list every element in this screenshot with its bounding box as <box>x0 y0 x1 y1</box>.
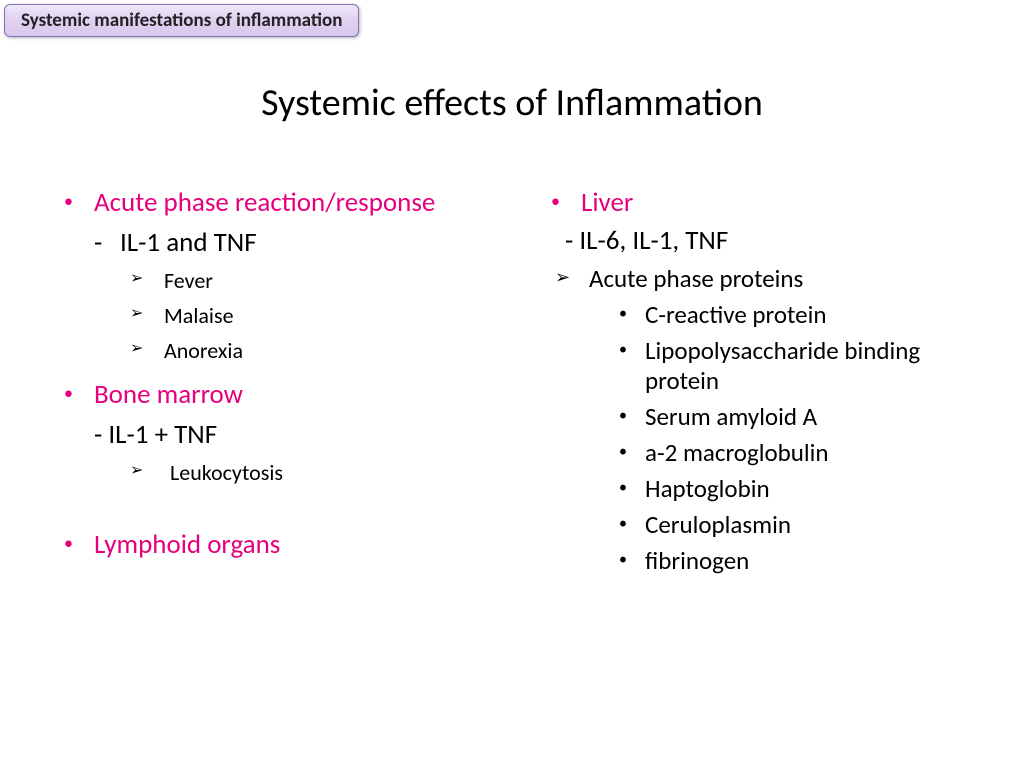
chevron-right-icon: ➢ <box>130 302 164 329</box>
bullet-liver: • Liver <box>547 186 984 220</box>
bullet-disc-icon: • <box>60 528 94 558</box>
heading-text: Liver <box>581 186 633 220</box>
sub-fibrinogen: • fibrinogen <box>619 546 984 576</box>
chevron-right-icon: ➢ <box>555 263 589 294</box>
sub-a2m: • a-2 macroglobulin <box>619 438 984 468</box>
dash-icon: - <box>60 226 120 259</box>
sub-text: C-reactive protein <box>645 300 826 330</box>
header-tab: Systemic manifestations of inflammation <box>4 4 359 37</box>
sub-text: Malaise <box>164 302 234 329</box>
arrow-text: Acute phase proteins <box>589 263 803 294</box>
chevron-right-icon: ➢ <box>130 267 164 294</box>
sub-fever: ➢ Fever <box>130 267 497 294</box>
bullet-acute-phase: • Acute phase reaction/response <box>60 186 497 220</box>
sub-text: a-2 macroglobulin <box>645 438 829 468</box>
right-column: • Liver - IL-6, IL-1, TNF ➢ Acute phase … <box>517 180 1024 576</box>
bullet-disc-icon: • <box>619 300 645 330</box>
dash-il1-plus-tnf: - IL-1 + TNF <box>60 418 497 451</box>
sub-haptoglobin: • Haptoglobin <box>619 474 984 504</box>
sub-text: Ceruloplasmin <box>645 510 791 540</box>
dash-il1-tnf: - IL-1 and TNF <box>60 226 497 259</box>
sub-text: Anorexia <box>164 337 243 364</box>
sub-text: Haptoglobin <box>645 474 770 504</box>
dash-text: IL-1 and TNF <box>120 226 257 259</box>
bullet-disc-icon: • <box>619 546 645 576</box>
bullet-disc-icon: • <box>60 378 94 408</box>
sub-ceruloplasmin: • Ceruloplasmin <box>619 510 984 540</box>
sub-text: Fever <box>164 267 213 294</box>
left-column: • Acute phase reaction/response - IL-1 a… <box>0 180 517 576</box>
bullet-disc-icon: • <box>619 474 645 504</box>
chevron-right-icon: ➢ <box>130 459 170 486</box>
arrow-acute-phase-proteins: ➢ Acute phase proteins <box>555 263 984 294</box>
sub-anorexia: ➢ Anorexia <box>130 337 497 364</box>
bullet-disc-icon: • <box>619 336 645 396</box>
dash-text: - IL-1 + TNF <box>60 418 217 451</box>
content-columns: • Acute phase reaction/response - IL-1 a… <box>0 180 1024 576</box>
bullet-lymphoid: • Lymphoid organs <box>60 528 497 562</box>
dash-il6: - IL-6, IL-1, TNF <box>547 224 984 257</box>
bullet-bone-marrow: • Bone marrow <box>60 378 497 412</box>
heading-text: Acute phase reaction/response <box>94 186 435 220</box>
sub-leukocytosis: ➢ Leukocytosis <box>130 459 497 486</box>
bullet-disc-icon: • <box>547 186 581 216</box>
sub-lps-bp: • Lipopolysaccharide binding protein <box>619 336 984 396</box>
heading-text: Lymphoid organs <box>94 528 280 562</box>
slide-title: Systemic effects of Inflammation <box>0 80 1024 126</box>
sub-text: Lipopolysaccharide binding protein <box>645 336 984 396</box>
sub-text: fibrinogen <box>645 546 749 576</box>
bullet-disc-icon: • <box>619 438 645 468</box>
sub-malaise: ➢ Malaise <box>130 302 497 329</box>
bullet-disc-icon: • <box>619 402 645 432</box>
sub-saa: • Serum amyloid A <box>619 402 984 432</box>
chevron-right-icon: ➢ <box>130 337 164 364</box>
bullet-disc-icon: • <box>619 510 645 540</box>
sub-crp: • C-reactive protein <box>619 300 984 330</box>
bullet-disc-icon: • <box>60 186 94 216</box>
sub-text: Serum amyloid A <box>645 402 817 432</box>
heading-text: Bone marrow <box>94 378 243 412</box>
sub-text: Leukocytosis <box>170 459 283 486</box>
